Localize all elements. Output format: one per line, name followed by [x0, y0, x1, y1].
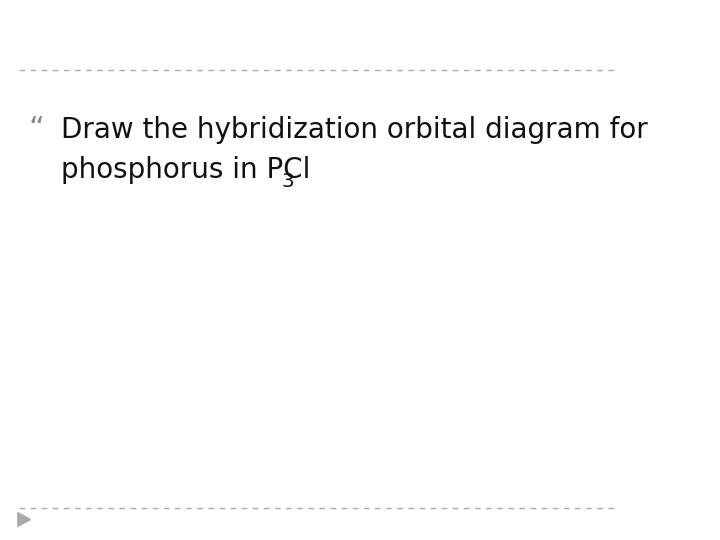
- Polygon shape: [18, 512, 30, 526]
- Text: 3: 3: [282, 172, 294, 192]
- Text: phosphorus in PCl: phosphorus in PCl: [60, 156, 310, 184]
- Text: “: “: [29, 115, 45, 144]
- Text: Draw the hybridization orbital diagram for: Draw the hybridization orbital diagram f…: [60, 116, 647, 144]
